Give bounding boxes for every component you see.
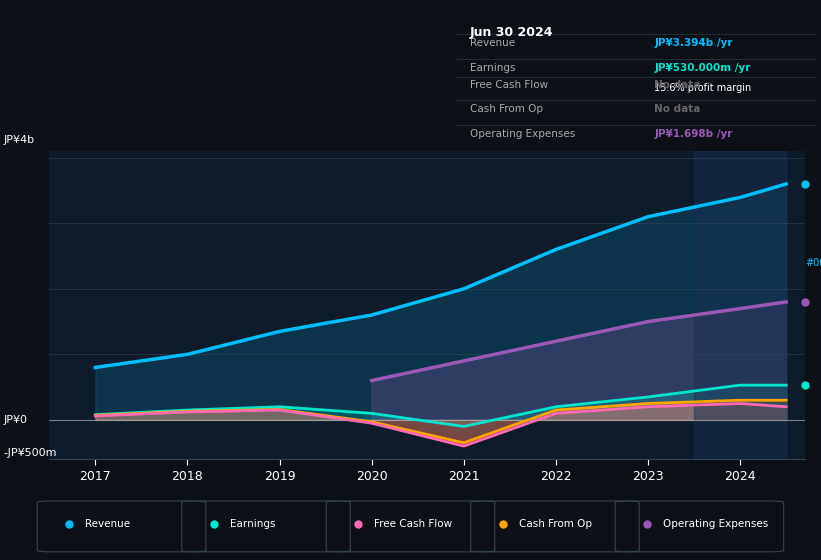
Text: 15.6% profit margin: 15.6% profit margin [654, 83, 751, 94]
Bar [694, 151, 787, 459]
Text: Revenue: Revenue [85, 519, 131, 529]
Text: No data: No data [654, 104, 700, 114]
Text: Revenue: Revenue [470, 38, 516, 48]
Text: JP¥530.000m /yr: JP¥530.000m /yr [654, 63, 750, 73]
Text: JP¥0: JP¥0 [4, 415, 28, 425]
Text: Earnings: Earnings [470, 63, 516, 73]
Text: #00bfff: #00bfff [805, 258, 821, 268]
Text: Free Cash Flow: Free Cash Flow [374, 519, 452, 529]
Text: Operating Expenses: Operating Expenses [663, 519, 768, 529]
Text: No data: No data [654, 81, 700, 91]
Text: JP¥4b: JP¥4b [4, 135, 35, 145]
Text: Operating Expenses: Operating Expenses [470, 128, 576, 138]
Text: Earnings: Earnings [230, 519, 275, 529]
Text: Cash From Op: Cash From Op [519, 519, 592, 529]
Text: JP¥1.698b /yr: JP¥1.698b /yr [654, 128, 732, 138]
Text: Cash From Op: Cash From Op [470, 104, 544, 114]
Text: Jun 30 2024: Jun 30 2024 [470, 26, 553, 39]
Text: Free Cash Flow: Free Cash Flow [470, 81, 548, 91]
Text: -JP¥500m: -JP¥500m [4, 447, 57, 458]
Text: JP¥3.394b /yr: JP¥3.394b /yr [654, 38, 733, 48]
